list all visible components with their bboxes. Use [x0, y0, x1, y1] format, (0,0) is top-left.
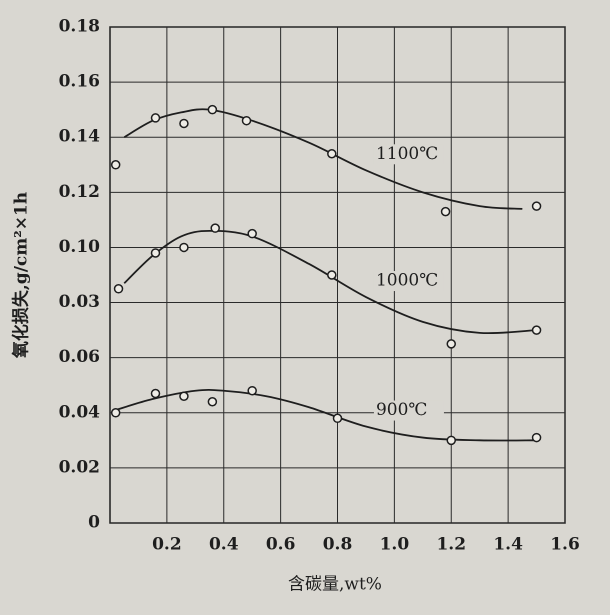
data-point: [247, 228, 257, 239]
y-tick-label: 0.04: [59, 402, 101, 422]
x-tick-label: 1.2: [436, 535, 466, 555]
data-point: [113, 284, 124, 294]
y-tick-label: 0.03: [59, 292, 100, 312]
x-tick-label: 1.4: [493, 535, 523, 555]
data-point: [150, 113, 161, 123]
fit-curve: [123, 230, 537, 335]
data-point: [179, 242, 189, 253]
y-axis-label: 氧化损失,g/cm²×1h: [11, 192, 32, 359]
data-point: [332, 413, 343, 424]
data-point: [531, 432, 542, 443]
y-tick-label: 0.14: [59, 127, 101, 147]
x-axis-label: 含碳量,wt%: [288, 575, 382, 595]
data-point: [179, 118, 189, 129]
y-tick-label: 0.10: [59, 237, 101, 257]
series-label: 1100℃: [376, 144, 438, 164]
fit-curve: [115, 388, 537, 442]
x-tick-label: 0.8: [323, 535, 353, 555]
series-label: 1000℃: [376, 271, 438, 291]
data-point: [207, 397, 218, 407]
data-point: [150, 388, 161, 399]
data-point: [327, 270, 337, 280]
x-tick-label: 1.6: [550, 535, 580, 555]
series-label-bg: [373, 271, 444, 292]
series-label: 900℃: [376, 400, 427, 420]
data-point: [179, 391, 189, 401]
series-label-bg: [373, 400, 444, 421]
data-point: [446, 339, 456, 349]
y-tick-label: 0.18: [59, 17, 100, 37]
data-point: [327, 149, 337, 159]
data-point: [531, 325, 542, 335]
y-tick-label: 0.16: [59, 72, 100, 92]
fit-curve: [123, 108, 523, 210]
y-tick-label: 0.12: [59, 182, 100, 202]
data-point: [247, 385, 257, 396]
data-point: [110, 160, 121, 170]
data-point: [531, 201, 542, 211]
series-label-bg: [373, 144, 444, 165]
y-tick-label: 0.02: [59, 457, 100, 477]
y-tick-label: 0: [88, 513, 100, 533]
data-point: [150, 248, 161, 258]
data-point: [440, 206, 451, 217]
data-point: [241, 115, 252, 126]
data-point: [210, 223, 220, 233]
data-point: [110, 408, 121, 418]
x-tick-label: 0.2: [152, 535, 182, 555]
x-tick-label: 0.4: [209, 535, 239, 555]
data-point: [446, 435, 456, 446]
data-point: [207, 104, 218, 115]
x-tick-label: 0.6: [266, 535, 296, 555]
x-tick-label: 1.0: [380, 535, 410, 555]
y-tick-label: 0.06: [59, 347, 100, 367]
